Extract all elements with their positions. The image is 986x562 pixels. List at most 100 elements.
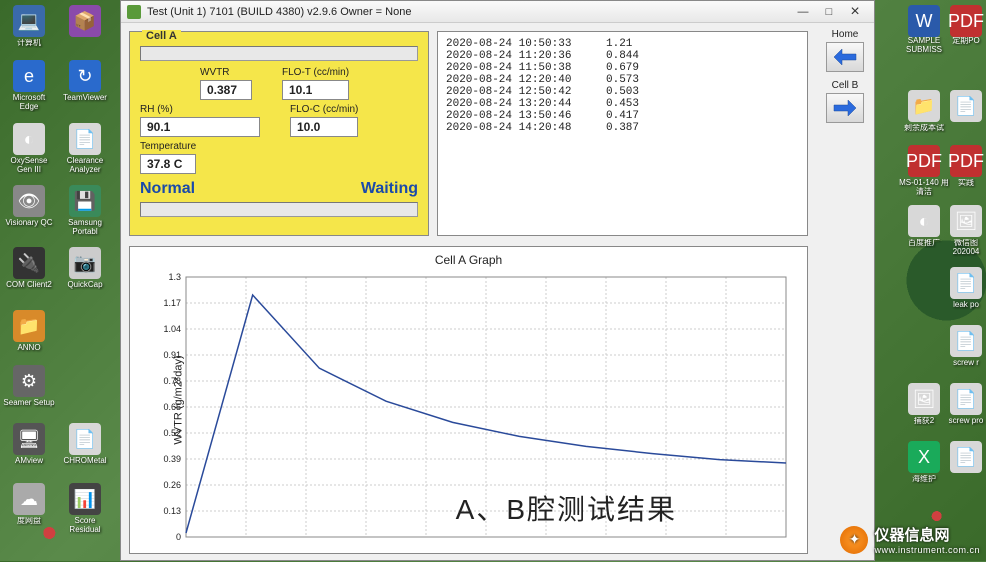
window-title: Test (Unit 1) 7101 (BUILD 4380) v2.9.6 O… <box>147 6 411 18</box>
data-log-row: 2020-08-24 11:50:380.679 <box>446 62 799 74</box>
icon-label: 剩余成本试 <box>898 124 950 133</box>
icon-graphic: 📄 <box>950 325 982 357</box>
log-timestamp: 2020-08-24 13:20:44 <box>446 98 606 110</box>
home-button[interactable] <box>826 42 864 72</box>
overlay-annotation: A、B腔测试结果 <box>456 488 677 528</box>
icon-label: screw r <box>940 359 986 368</box>
icon-label: AMview <box>3 457 55 466</box>
icon-label: 微信图 202004 <box>940 239 986 257</box>
desktop-icon[interactable]: 👁Visionary QC <box>3 185 55 228</box>
app-window: Test (Unit 1) 7101 (BUILD 4380) v2.9.6 O… <box>120 0 875 561</box>
data-log-row: 2020-08-24 13:20:440.453 <box>446 98 799 110</box>
icon-graphic: W <box>908 5 940 37</box>
icon-graphic: 📊 <box>69 483 101 515</box>
minimize-button[interactable]: — <box>790 6 816 18</box>
icon-graphic: 📁 <box>13 310 45 342</box>
desktop-icon[interactable]: ⚙Seamer Setup <box>3 365 55 408</box>
log-timestamp: 2020-08-24 10:50:33 <box>446 38 606 50</box>
icon-graphic: e <box>13 60 45 92</box>
desktop-icon[interactable]: 📄leak po <box>940 267 986 310</box>
icon-label: Clearance Analyzer <box>59 157 111 175</box>
icon-graphic: PDF <box>950 145 982 177</box>
chart-title: Cell A Graph <box>136 253 801 267</box>
rh-label: RH (%) <box>140 104 260 115</box>
log-timestamp: 2020-08-24 12:20:40 <box>446 74 606 86</box>
svg-text:0.13: 0.13 <box>163 506 181 516</box>
desktop-icon[interactable]: 🖼微信图 202004 <box>940 205 986 257</box>
temp-value: 37.8 C <box>140 154 196 174</box>
log-timestamp: 2020-08-24 11:20:36 <box>446 50 606 62</box>
icon-label: 海维护 <box>898 475 950 484</box>
desktop-icon[interactable]: 📷QuickCap <box>59 247 111 290</box>
desktop-icon[interactable]: 📄CHROMetal <box>59 423 111 466</box>
desktop-icon[interactable]: 📄 Clearance Analyzer <box>59 123 111 175</box>
desktop-icon[interactable]: ◐OxySense Gen III <box>3 123 55 175</box>
icon-label: 定期PO <box>940 37 986 46</box>
desktop-icon[interactable]: PDF <box>940 5 986 39</box>
svg-text:0: 0 <box>176 532 181 542</box>
log-value: 0.387 <box>606 122 639 134</box>
desktop-icon[interactable]: 💻计算机 <box>3 5 55 48</box>
desktop-icon[interactable]: eMicrosoft Edge <box>3 60 55 112</box>
desktop-icon[interactable]: 📁 ANNO <box>3 310 55 353</box>
desktop-icon[interactable]: 📄 <box>940 441 986 475</box>
icon-graphic: 📄 <box>69 423 101 455</box>
icon-label: screw pro <box>940 417 986 426</box>
log-timestamp: 2020-08-24 14:20:48 <box>446 122 606 134</box>
cell-title: Cell A <box>142 30 181 42</box>
desktop-icon[interactable]: PDF实践 <box>940 145 986 188</box>
icon-graphic: 📄 <box>950 383 982 415</box>
floc-label: FLO-C (cc/min) <box>290 104 358 115</box>
icon-label: COM Client2 <box>3 281 55 290</box>
svg-text:1.17: 1.17 <box>163 298 181 308</box>
log-value: 0.503 <box>606 86 639 98</box>
icon-graphic: 📄 <box>69 123 101 155</box>
desktop-icon[interactable]: 定期PO <box>940 37 986 46</box>
desktop-icon[interactable]: 🖥AMview <box>3 423 55 466</box>
icon-graphic: ⚙ <box>13 365 45 397</box>
log-value: 0.679 <box>606 62 639 74</box>
desktop-icon[interactable]: 💾Samsung Portabl <box>59 185 111 237</box>
desktop-icon[interactable]: 📦 <box>59 5 111 39</box>
icon-graphic: 📁 <box>908 90 940 122</box>
svg-text:0.39: 0.39 <box>163 454 181 464</box>
icon-label: ANNO <box>3 344 55 353</box>
progress-bar <box>140 202 418 217</box>
cellb-button[interactable] <box>826 93 864 123</box>
status-normal: Normal <box>140 180 195 198</box>
desktop-icon[interactable]: 📄 screw r <box>940 325 986 368</box>
icon-label: TeamViewer <box>59 94 111 103</box>
icon-graphic: ◐ <box>908 205 940 237</box>
icon-graphic: 📦 <box>69 5 101 37</box>
app-icon <box>127 5 141 19</box>
data-log-row: 2020-08-24 10:50:331.21 <box>446 38 799 50</box>
desktop-icon[interactable]: ☁度网盘 <box>3 483 55 526</box>
watermark-en: www.instrument.com.cn <box>874 545 980 555</box>
icon-graphic: 🔌 <box>13 247 45 279</box>
icon-graphic: 📄 <box>950 267 982 299</box>
close-button[interactable]: × <box>842 3 868 21</box>
log-timestamp: 2020-08-24 12:50:42 <box>446 86 606 98</box>
watermark-icon: ✦ <box>840 526 868 554</box>
desktop-icon[interactable]: 📊Score Residual <box>59 483 111 535</box>
desktop-icon[interactable]: ↻TeamViewer <box>59 60 111 103</box>
watermark-cn: 仪器信息网 <box>874 524 980 545</box>
icon-graphic: PDF <box>950 5 982 37</box>
svg-text:1.04: 1.04 <box>163 324 181 334</box>
wvtr-value: 0.387 <box>200 80 252 100</box>
titlebar[interactable]: Test (Unit 1) 7101 (BUILD 4380) v2.9.6 O… <box>121 1 874 23</box>
log-timestamp: 2020-08-24 11:50:38 <box>446 62 606 74</box>
side-panel: Home Cell B <box>816 23 874 562</box>
desktop-icons-left: 💻计算机 📦 eMicrosoft Edge↻TeamViewer◐OxySense… <box>3 5 118 555</box>
icon-graphic: 📄 <box>950 90 982 122</box>
desktop-icon[interactable]: 📄 screw pro <box>940 383 986 426</box>
log-timestamp: 2020-08-24 13:50:46 <box>446 110 606 122</box>
icon-graphic: 💾 <box>69 185 101 217</box>
desktop-icon[interactable]: 🔌 COM Client2 <box>3 247 55 290</box>
maximize-button[interactable]: □ <box>816 6 842 18</box>
wvtr-label: WVTR <box>200 67 252 78</box>
icon-graphic: 🖼 <box>908 383 940 415</box>
home-label: Home <box>832 29 859 40</box>
desktop-icon[interactable]: 📄 <box>940 90 986 124</box>
data-log-panel: 2020-08-24 10:50:331.212020-08-24 11:20:… <box>437 31 808 236</box>
